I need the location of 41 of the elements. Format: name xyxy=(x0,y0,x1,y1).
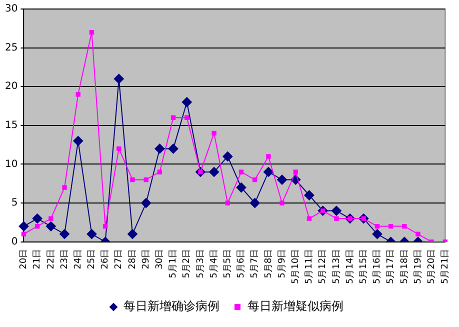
x-tick-label: 5月1日 xyxy=(168,248,179,278)
x-tick-label: 29日 xyxy=(141,248,152,270)
y-tick-label: 15 xyxy=(4,120,18,132)
x-tick-label: 5月5日 xyxy=(223,248,234,278)
x-tick-label: 5月13日 xyxy=(332,248,342,284)
x-tick-label: 30日 xyxy=(155,248,166,270)
x-tick-label: 5月19日 xyxy=(413,248,424,284)
x-tick-label: 5月14日 xyxy=(345,248,356,284)
y-tick-label: 25 xyxy=(4,42,18,54)
x-tick-label: 22日 xyxy=(46,248,56,270)
x-tick-label: 5月3日 xyxy=(196,248,206,278)
x-tick-label: 5月12日 xyxy=(318,248,328,284)
x-tick-label: 26日 xyxy=(100,248,111,270)
x-tick-label: 5月6日 xyxy=(236,248,247,278)
x-tick-label: 5月15日 xyxy=(358,248,369,284)
x-tick-label: 23日 xyxy=(60,248,70,270)
x-tick-label: 21日 xyxy=(32,248,43,270)
legend-label: 每日新增疑似病例 xyxy=(248,299,344,314)
x-tick-label: 5月16日 xyxy=(372,248,383,284)
x-tick-label: 5月10日 xyxy=(290,248,301,284)
x-tick-label: 24日 xyxy=(73,248,84,270)
x-tick-label: 27日 xyxy=(114,248,124,270)
x-tick-label: 20日 xyxy=(19,248,30,270)
x-tick-label: 28日 xyxy=(128,248,138,270)
x-tick-label: 25日 xyxy=(87,248,98,270)
legend-label: 每日新增确诊病例 xyxy=(124,299,220,314)
y-tick-label: 20 xyxy=(4,81,18,92)
x-tick-label: 5月11日 xyxy=(304,248,315,284)
x-tick-label: 5月2日 xyxy=(182,248,192,278)
x-tick-label: 5月7日 xyxy=(250,248,260,278)
x-tick-label: 5月20日 xyxy=(426,248,437,284)
y-tick-label: 0 xyxy=(11,236,18,248)
x-tick-label: 5月18日 xyxy=(400,248,410,284)
y-tick-label: 30 xyxy=(4,4,18,15)
x-tick-label: 5月8日 xyxy=(264,248,274,278)
y-tick-label: 10 xyxy=(4,158,18,170)
x-tick-label: 5月4日 xyxy=(209,248,220,278)
x-tick-label: 5月9日 xyxy=(277,248,288,278)
x-tick-label: 5月17日 xyxy=(386,248,396,284)
y-tick-label: 5 xyxy=(11,198,18,209)
x-tick-label: 5月21日 xyxy=(440,248,451,284)
